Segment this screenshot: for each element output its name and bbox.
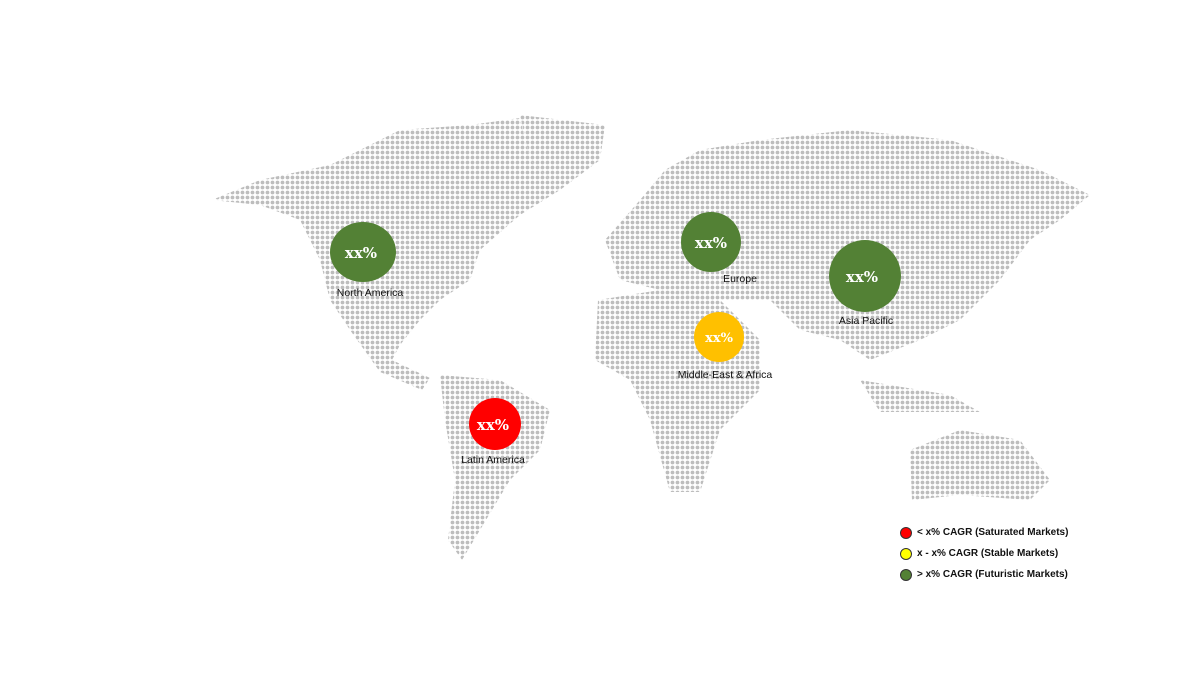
legend-label: x - x% CAGR (Stable Markets) [917, 548, 1059, 559]
bubble-value: xx% [705, 331, 734, 346]
legend: < x% CAGR (Saturated Markets) x - x% CAG… [900, 522, 1068, 585]
legend-item-saturated: < x% CAGR (Saturated Markets) [900, 522, 1068, 543]
green-dot-icon [900, 568, 912, 581]
region-label: Latin America [461, 454, 525, 466]
bubble-middle-east-africa[interactable]: xx% Middle-East & Africa [678, 312, 773, 381]
bubble-asia-pacific[interactable]: xx% Asia Pacific [829, 240, 901, 327]
legend-item-stable: x - x% CAGR (Stable Markets) [900, 543, 1068, 564]
continent-south-america [440, 375, 550, 560]
continent-southeast-asia [860, 380, 980, 412]
continent-australia [910, 430, 1050, 500]
legend-label: < x% CAGR (Saturated Markets) [917, 527, 1069, 538]
yellow-dot-icon [900, 547, 912, 560]
bubble-value: xx% [477, 416, 509, 434]
bubble-europe[interactable]: xx% Europe [681, 212, 757, 285]
red-dot-icon [900, 526, 912, 539]
region-label: Asia Pacific [839, 315, 893, 327]
bubble-value: xx% [695, 234, 727, 252]
legend-label: > x% CAGR (Futuristic Markets) [917, 569, 1068, 580]
region-label: Europe [723, 273, 757, 285]
bubble-value: xx% [846, 268, 878, 286]
continent-greenland [520, 115, 605, 190]
region-label: Middle-East & Africa [678, 369, 773, 381]
legend-item-futuristic: > x% CAGR (Futuristic Markets) [900, 564, 1068, 585]
bubble-value: xx% [345, 244, 377, 262]
bubble-latin-america[interactable]: xx% Latin America [461, 398, 525, 466]
region-label: North America [337, 287, 404, 299]
bubble-north-america[interactable]: xx% North America [330, 222, 403, 299]
